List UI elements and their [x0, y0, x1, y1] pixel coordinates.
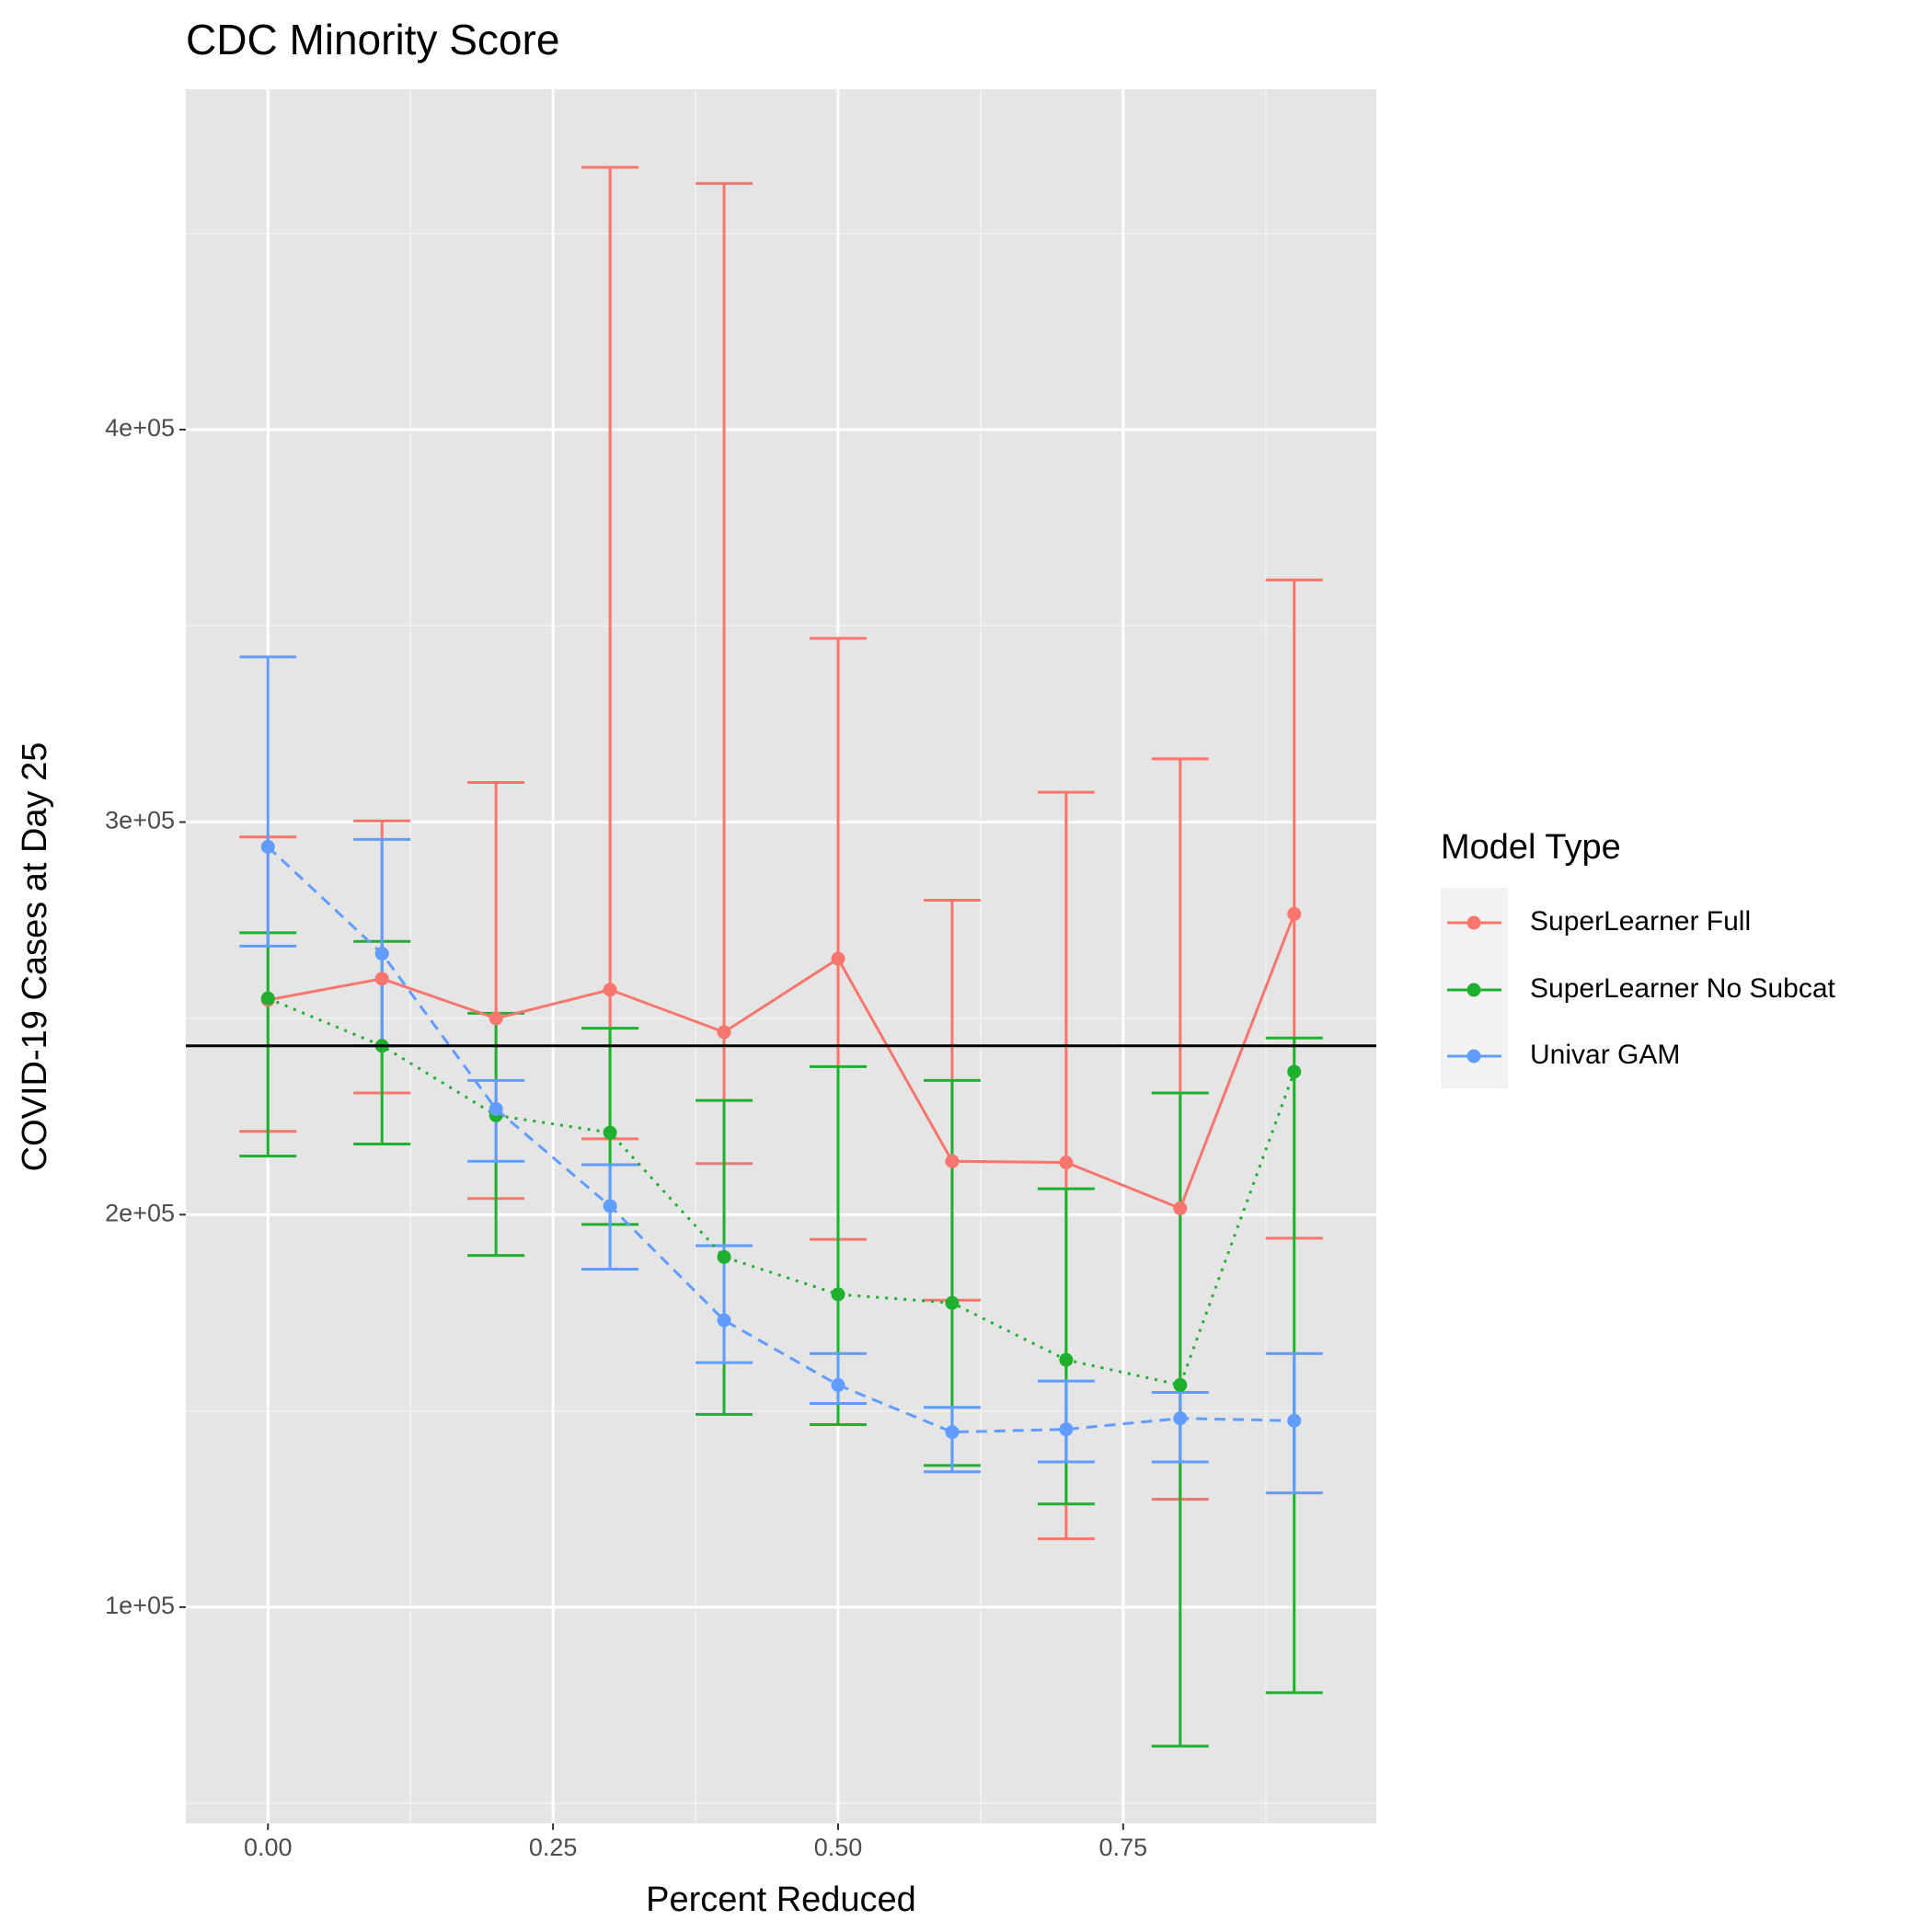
x-tick-label: 0.25: [529, 1834, 578, 1861]
y-tick-label: 3e+05: [105, 807, 175, 834]
point: [374, 947, 389, 961]
chart-title: CDC Minority Score: [186, 16, 559, 63]
point: [945, 1154, 960, 1168]
legend-label: SuperLearner No Subcat: [1530, 973, 1836, 1004]
point: [831, 1377, 845, 1392]
legend-key-point: [1466, 983, 1481, 997]
legend-key-point: [1466, 915, 1481, 930]
point: [1059, 1422, 1074, 1437]
point: [1287, 906, 1302, 921]
point: [1287, 1064, 1302, 1079]
point: [1173, 1377, 1188, 1392]
point: [260, 839, 275, 854]
point: [717, 1025, 731, 1040]
series-line: [267, 913, 1296, 1211]
point: [1287, 1413, 1302, 1428]
point: [603, 1125, 617, 1140]
point: [945, 1295, 960, 1310]
point: [831, 951, 845, 966]
legend-label: SuperLearner Full: [1530, 906, 1751, 937]
point: [1059, 1352, 1074, 1367]
point: [831, 1287, 845, 1302]
point: [603, 983, 617, 997]
series-line: [267, 845, 1294, 1434]
point: [1173, 1411, 1188, 1426]
y-tick-label: 2e+05: [105, 1199, 175, 1226]
y-axis-label: COVID-19 Cases at Day 25: [16, 742, 54, 1172]
x-axis-label: Percent Reduced: [646, 1880, 916, 1919]
legend-label: Univar GAM: [1530, 1040, 1680, 1070]
point: [260, 991, 275, 1006]
legend-key-point: [1466, 1049, 1481, 1064]
point: [374, 972, 389, 986]
point: [603, 1199, 617, 1213]
x-tick-label: 0.75: [1099, 1834, 1148, 1861]
point: [489, 1011, 503, 1026]
point: [1059, 1155, 1074, 1169]
legend-title: Model Type: [1441, 828, 1621, 867]
point: [717, 1249, 731, 1264]
y-tick-label: 1e+05: [105, 1592, 175, 1619]
x-tick-label: 0.00: [244, 1834, 293, 1861]
x-tick-label: 0.50: [814, 1834, 863, 1861]
panel: [186, 89, 1376, 1823]
point: [717, 1313, 731, 1328]
y-tick-label: 4e+05: [105, 414, 175, 442]
point: [1173, 1201, 1188, 1215]
point: [945, 1425, 960, 1440]
point: [489, 1101, 503, 1116]
